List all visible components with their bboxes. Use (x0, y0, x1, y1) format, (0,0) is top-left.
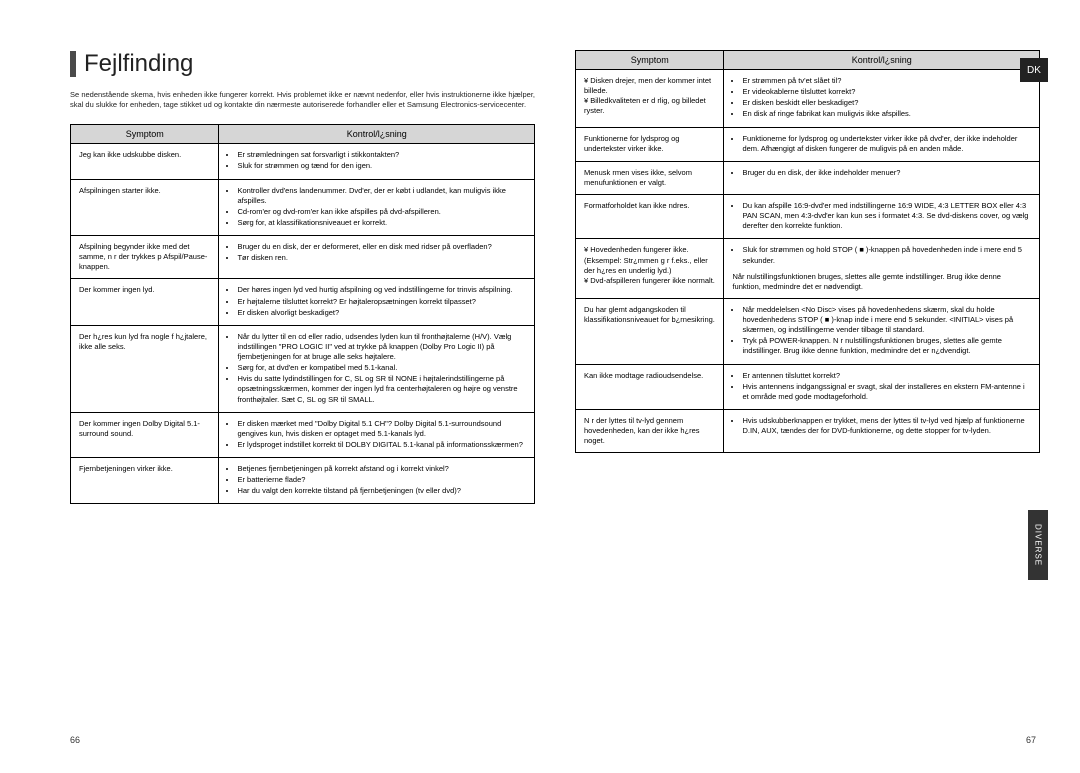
solution-cell: Kontroller dvd'ens landenummer. Dvd'er, … (219, 179, 535, 236)
solution-item: Du kan afspille 16:9-dvd'er med indstill… (742, 201, 1031, 231)
symptom-cell: ¥ Hovedenheden fungerer ikke. (Eksempel:… (576, 239, 724, 299)
col-header-symptom: Symptom (576, 51, 724, 70)
solution-item: Bruger du en disk, der ikke indeholder m… (742, 168, 1031, 178)
solution-cell: Er antennen tilsluttet korrekt?Hvis ante… (724, 364, 1040, 409)
solution-item: Cd-rom'er og dvd-rom'er kan ikke afspill… (237, 207, 526, 217)
solution-item: Er disken mærket med "Dolby Digital 5.1 … (237, 419, 526, 439)
solution-item: Sluk for strømmen og hold STOP ( ■ )-kna… (742, 245, 1031, 265)
table-row: Der h¿res kun lyd fra nogle f h¿jtalere,… (71, 325, 535, 412)
table-row: Fjernbetjeningen virker ikke. Betjenes fj… (71, 458, 535, 504)
solution-item: Er højtalerne tilsluttet korrekt? Er høj… (237, 297, 526, 307)
table-row: Jeg kan ikke udskubbe disken. Er strømled… (71, 144, 535, 179)
solution-cell: Er strømmen på tv'et slået til?Er videok… (724, 70, 1040, 128)
symptom-cell: Fjernbetjeningen virker ikke. (71, 458, 219, 504)
solution-cell: Er disken mærket med "Dolby Digital 5.1 … (219, 412, 535, 457)
solution-cell: Der høres ingen lyd ved hurtig afspilnin… (219, 279, 535, 325)
symptom-cell: Der h¿res kun lyd fra nogle f h¿jtalere,… (71, 325, 219, 412)
symptom-cell: Menusk rmen vises ikke, selvom menufunkt… (576, 161, 724, 194)
table-row: N r der lyttes til tv-lyd gennem hoveden… (576, 409, 1040, 452)
symptom-cell: Jeg kan ikke udskubbe disken. (71, 144, 219, 179)
solution-item: Funktionerne for lydsprog og undertekste… (742, 134, 1031, 154)
troubleshoot-table-right: Symptom Kontrol/l¿sning ¥ Disken drejer,… (575, 50, 1040, 453)
symptom-cell: Afspilningen starter ikke. (71, 179, 219, 236)
table-row: Du har glemt adgangskoden til klassifika… (576, 298, 1040, 364)
solution-item: Tør disken ren. (237, 253, 526, 263)
solution-item: Sluk for strømmen og tænd for den igen. (237, 161, 526, 171)
symptom-cell: Der kommer ingen lyd. (71, 279, 219, 325)
title-bar: Fejlfinding (70, 50, 535, 78)
symptom-cell: Afspilning begynder ikke med det samme, … (71, 236, 219, 279)
solution-item: Bruger du en disk, der er deformeret, el… (237, 242, 526, 252)
solution-item: Sørg for, at klassifikationsniveauet er … (237, 218, 526, 228)
troubleshoot-table-left: Symptom Kontrol/l¿sning Jeg kan ikke uds… (70, 124, 535, 504)
solution-item: En disk af ringe fabrikat kan muligvis i… (742, 109, 1031, 119)
table-row: Kan ikke modtage radioudsendelse.Er ante… (576, 364, 1040, 409)
solution-cell: Er strømledningen sat forsvarligt i stik… (219, 144, 535, 179)
solution-item: Sørg for, at dvd'en er kompatibel med 5.… (237, 363, 526, 373)
solution-item: Kontroller dvd'ens landenummer. Dvd'er, … (237, 186, 526, 206)
solution-item: Er videokablerne tilsluttet korrekt? (742, 87, 1031, 97)
table-row: ¥ Hovedenheden fungerer ikke. (Eksempel:… (576, 239, 1040, 299)
solution-item: Er disken alvorligt beskadiget? (237, 308, 526, 318)
solution-cell: Du kan afspille 16:9-dvd'er med indstill… (724, 195, 1040, 239)
solution-item: Har du valgt den korrekte tilstand på fj… (237, 486, 526, 496)
symptom-cell: Funktionerne for lydsprog og undertekste… (576, 127, 724, 161)
symptom-cell: Der kommer ingen Dolby Digital 5.1-surro… (71, 412, 219, 457)
page-right: Symptom Kontrol/l¿sning ¥ Disken drejer,… (575, 50, 1040, 743)
table-row: Afspilningen starter ikke. Kontroller dvd… (71, 179, 535, 236)
col-header-solution: Kontrol/l¿sning (219, 125, 535, 144)
table-row: Menusk rmen vises ikke, selvom menufunkt… (576, 161, 1040, 194)
solution-item: Der høres ingen lyd ved hurtig afspilnin… (237, 285, 526, 295)
solution-item: Hvis udskubberknappen er trykket, mens d… (742, 416, 1031, 436)
section-side-tab: DIVERSE (1028, 510, 1048, 580)
page-title: Fejlfinding (84, 50, 193, 78)
page-number-right: 67 (1026, 735, 1036, 745)
solution-cell: Betjenes fjernbetjeningen på korrekt afs… (219, 458, 535, 504)
solution-cell: Hvis udskubberknappen er trykket, mens d… (724, 409, 1040, 452)
solution-item: Er lydsproget indstillet korrekt til DOL… (237, 440, 526, 450)
solution-item: Når meddelelsen <No Disc> vises på hoved… (742, 305, 1031, 335)
table-row: Funktionerne for lydsprog og undertekste… (576, 127, 1040, 161)
solution-item: Tryk på POWER-knappen. N r nulstillingsf… (742, 336, 1031, 356)
table-row: Der kommer ingen Dolby Digital 5.1-surro… (71, 412, 535, 457)
solution-cell: Når meddelelsen <No Disc> vises på hoved… (724, 298, 1040, 364)
solution-cell: Bruger du en disk, der er deformeret, el… (219, 236, 535, 279)
page-left: Fejlfinding Se nedenstående skema, hvis … (70, 50, 535, 743)
col-header-symptom: Symptom (71, 125, 219, 144)
solution-item: Er strømmen på tv'et slået til? (742, 76, 1031, 86)
table-row: Formatforholdet kan ikke ndres. Du kan af… (576, 195, 1040, 239)
solution-item: Hvis antennens indgangssignal er svagt, … (742, 382, 1031, 402)
symptom-cell: Du har glemt adgangskoden til klassifika… (576, 298, 724, 364)
symptom-cell: N r der lyttes til tv-lyd gennem hoveden… (576, 409, 724, 452)
table-row: ¥ Disken drejer, men der kommer intet bi… (576, 70, 1040, 128)
solution-item: Er disken beskidt eller beskadiget? (742, 98, 1031, 108)
solution-cell: Sluk for strømmen og hold STOP ( ■ )-kna… (724, 239, 1040, 299)
solution-cell: Når du lytter til en cd eller radio, uds… (219, 325, 535, 412)
solution-item: Hvis du satte lydindstillingen for C, SL… (237, 374, 526, 404)
table-row: Afspilning begynder ikke med det samme, … (71, 236, 535, 279)
solution-item: Er antennen tilsluttet korrekt? (742, 371, 1031, 381)
title-marker (70, 51, 76, 77)
solution-note: Når nulstillingsfunktionen bruges, slett… (732, 272, 1031, 292)
intro-text: Se nedenstående skema, hvis enheden ikke… (70, 90, 535, 110)
symptom-cell: Kan ikke modtage radioudsendelse. (576, 364, 724, 409)
solution-item: Er strømledningen sat forsvarligt i stik… (237, 150, 526, 160)
solution-item: Når du lytter til en cd eller radio, uds… (237, 332, 526, 362)
table-row: Der kommer ingen lyd. Der høres ingen lyd… (71, 279, 535, 325)
col-header-solution: Kontrol/l¿sning (724, 51, 1040, 70)
solution-cell: Bruger du en disk, der ikke indeholder m… (724, 161, 1040, 194)
solution-item: Betjenes fjernbetjeningen på korrekt afs… (237, 464, 526, 474)
page-number-left: 66 (70, 735, 80, 745)
locale-badge: DK (1020, 58, 1048, 82)
symptom-cell: ¥ Disken drejer, men der kommer intet bi… (576, 70, 724, 128)
page-spread: Fejlfinding Se nedenstående skema, hvis … (0, 0, 1080, 773)
solution-cell: Funktionerne for lydsprog og undertekste… (724, 127, 1040, 161)
solution-item: Er batterierne flade? (237, 475, 526, 485)
symptom-cell: Formatforholdet kan ikke ndres. (576, 195, 724, 239)
